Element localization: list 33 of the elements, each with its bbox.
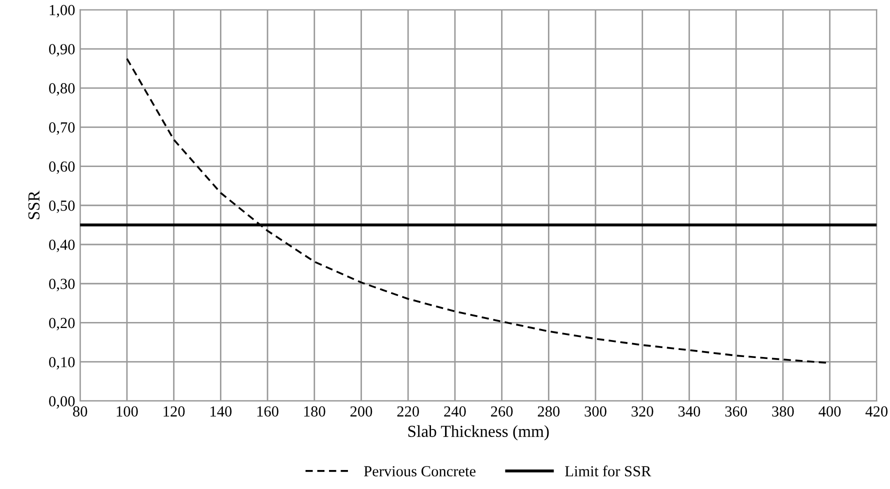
x-tick-label: 160 [257, 406, 278, 417]
y-tick-label: 0,60 [49, 161, 75, 174]
x-tick-label: 280 [538, 406, 560, 417]
x-tick-label: 120 [164, 406, 185, 417]
x-tick-label: 140 [210, 406, 232, 417]
x-tick-label: 420 [865, 406, 888, 417]
x-tick-label: 100 [116, 406, 138, 417]
x-tick-label: 320 [632, 406, 654, 417]
x-tick-label: 260 [491, 406, 513, 417]
x-tick-label: 80 [73, 406, 88, 417]
y-tick-label: 0,80 [49, 83, 75, 96]
x-tick-label: 180 [304, 406, 326, 417]
legend-label: Limit for SSR [565, 466, 652, 476]
x-tick-label: 240 [444, 406, 466, 417]
y-tick-label: 0,50 [49, 200, 75, 214]
y-tick-label: 0,10 [49, 357, 75, 370]
x-tick-label: 200 [350, 406, 372, 417]
y-tick-label: 0,00 [49, 396, 75, 409]
x-tick-label: 380 [772, 406, 794, 417]
y-tick-label: 0,20 [49, 318, 75, 330]
x-tick-label: 220 [397, 406, 419, 417]
x-tick-label: 360 [725, 406, 747, 417]
y-tick-label: 0,30 [49, 278, 75, 292]
y-tick-label: 0,40 [49, 240, 75, 252]
x-tick-label: 300 [584, 406, 606, 417]
y-axis-title: SSR [28, 190, 40, 220]
x-axis-title: Slab Thickness (mm) [408, 425, 549, 440]
legend-label: Pervious Concrete [364, 466, 476, 476]
x-tick-label: 400 [818, 406, 841, 417]
x-tick-label: 340 [678, 406, 700, 417]
y-tick-label: 0,90 [49, 44, 75, 57]
y-tick-label: 1,00 [50, 4, 75, 18]
y-tick-label: 0,70 [49, 122, 75, 135]
